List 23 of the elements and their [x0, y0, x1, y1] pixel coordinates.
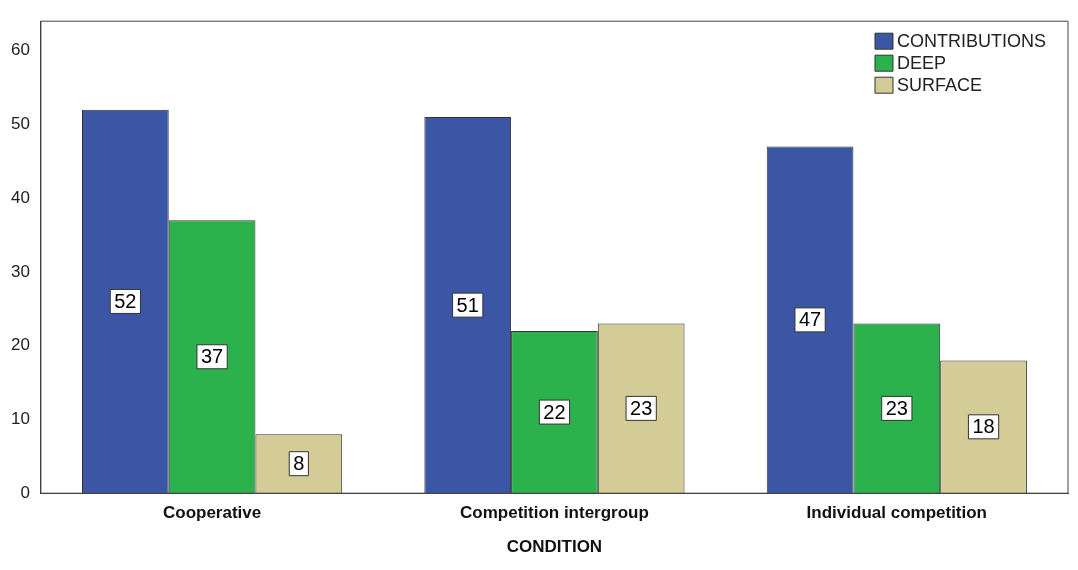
- data-label: 52: [114, 289, 137, 312]
- data-label: 22: [543, 400, 566, 423]
- data-label: 23: [630, 396, 653, 419]
- y-tick-label: 0: [20, 482, 30, 502]
- x-tick-label: Individual competition: [806, 503, 988, 523]
- legend-label: DEEP: [897, 53, 947, 74]
- x-axis-title: CONDITION: [506, 537, 603, 557]
- legend-label: CONTRIBUTIONS: [897, 31, 1047, 52]
- y-tick-label: 10: [10, 409, 30, 429]
- data-label: 8: [293, 452, 305, 475]
- y-tick-label: 40: [10, 187, 30, 207]
- data-label: 47: [798, 308, 822, 331]
- legend-label: SURFACE: [897, 75, 983, 96]
- data-label: 37: [200, 345, 224, 368]
- x-tick-label: Cooperative: [162, 503, 262, 523]
- y-tick-label: 20: [10, 335, 30, 355]
- y-tick-label: 60: [10, 40, 30, 60]
- y-tick-label: 30: [10, 261, 30, 281]
- x-tick-label: Competition intergroup: [460, 503, 649, 523]
- data-label: 18: [972, 415, 995, 438]
- y-tick-label: 50: [10, 114, 30, 134]
- data-label: 23: [885, 396, 908, 419]
- data-label: 51: [456, 293, 479, 316]
